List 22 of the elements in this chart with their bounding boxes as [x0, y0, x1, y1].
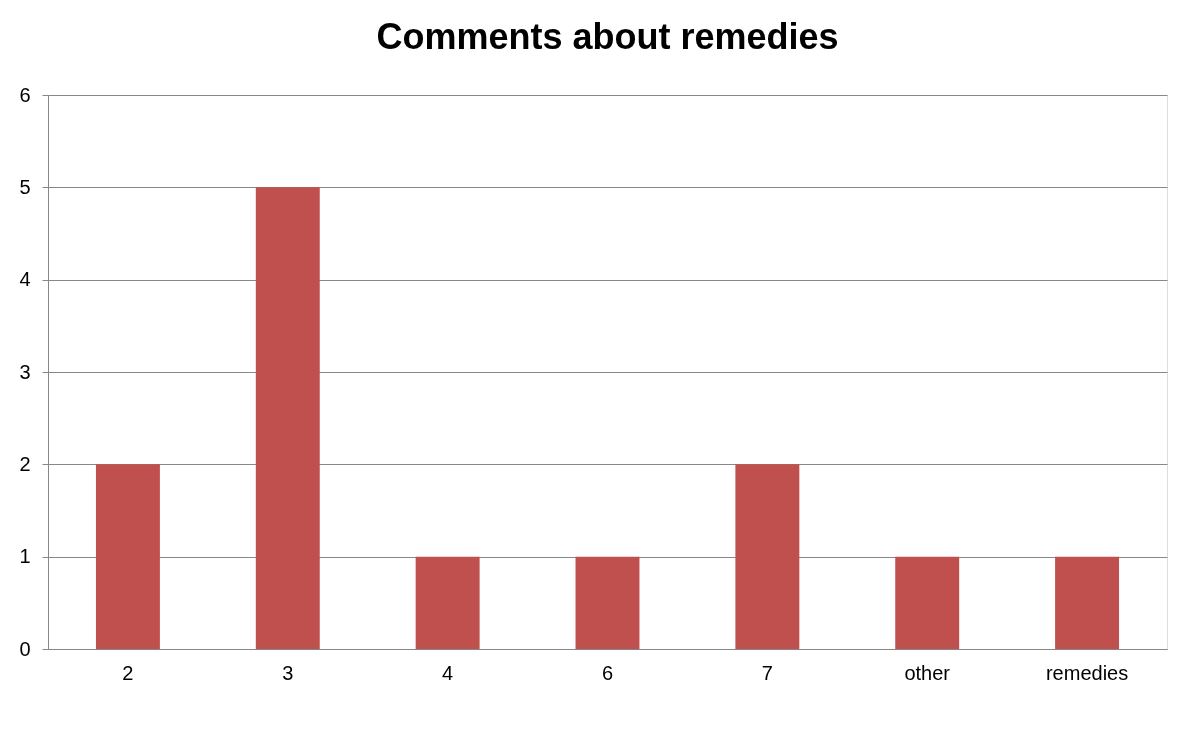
y-tick-label: 5	[19, 175, 31, 198]
bar	[95, 464, 160, 649]
bar	[1055, 556, 1120, 649]
bar	[895, 556, 960, 649]
y-tick-label: 1	[19, 545, 31, 568]
bar	[735, 464, 800, 649]
y-tick-label: 6	[19, 83, 31, 106]
x-tick-label: remedies	[1045, 661, 1129, 684]
chart-title: Comments about remedies	[376, 16, 839, 57]
x-tick-label: 6	[601, 661, 614, 684]
y-tick-label: 4	[19, 268, 31, 291]
x-tick-label: 3	[282, 661, 294, 684]
bar	[575, 556, 640, 649]
x-tick-label: 7	[761, 661, 773, 684]
bar	[415, 556, 480, 649]
x-tick-label: other	[904, 661, 951, 684]
y-tick-label: 2	[19, 452, 31, 475]
y-tick-label: 0	[19, 637, 31, 660]
bar	[255, 187, 320, 649]
y-tick-label: 3	[19, 360, 31, 383]
x-tick-label: 2	[122, 661, 134, 684]
x-tick-label: 4	[442, 661, 454, 684]
